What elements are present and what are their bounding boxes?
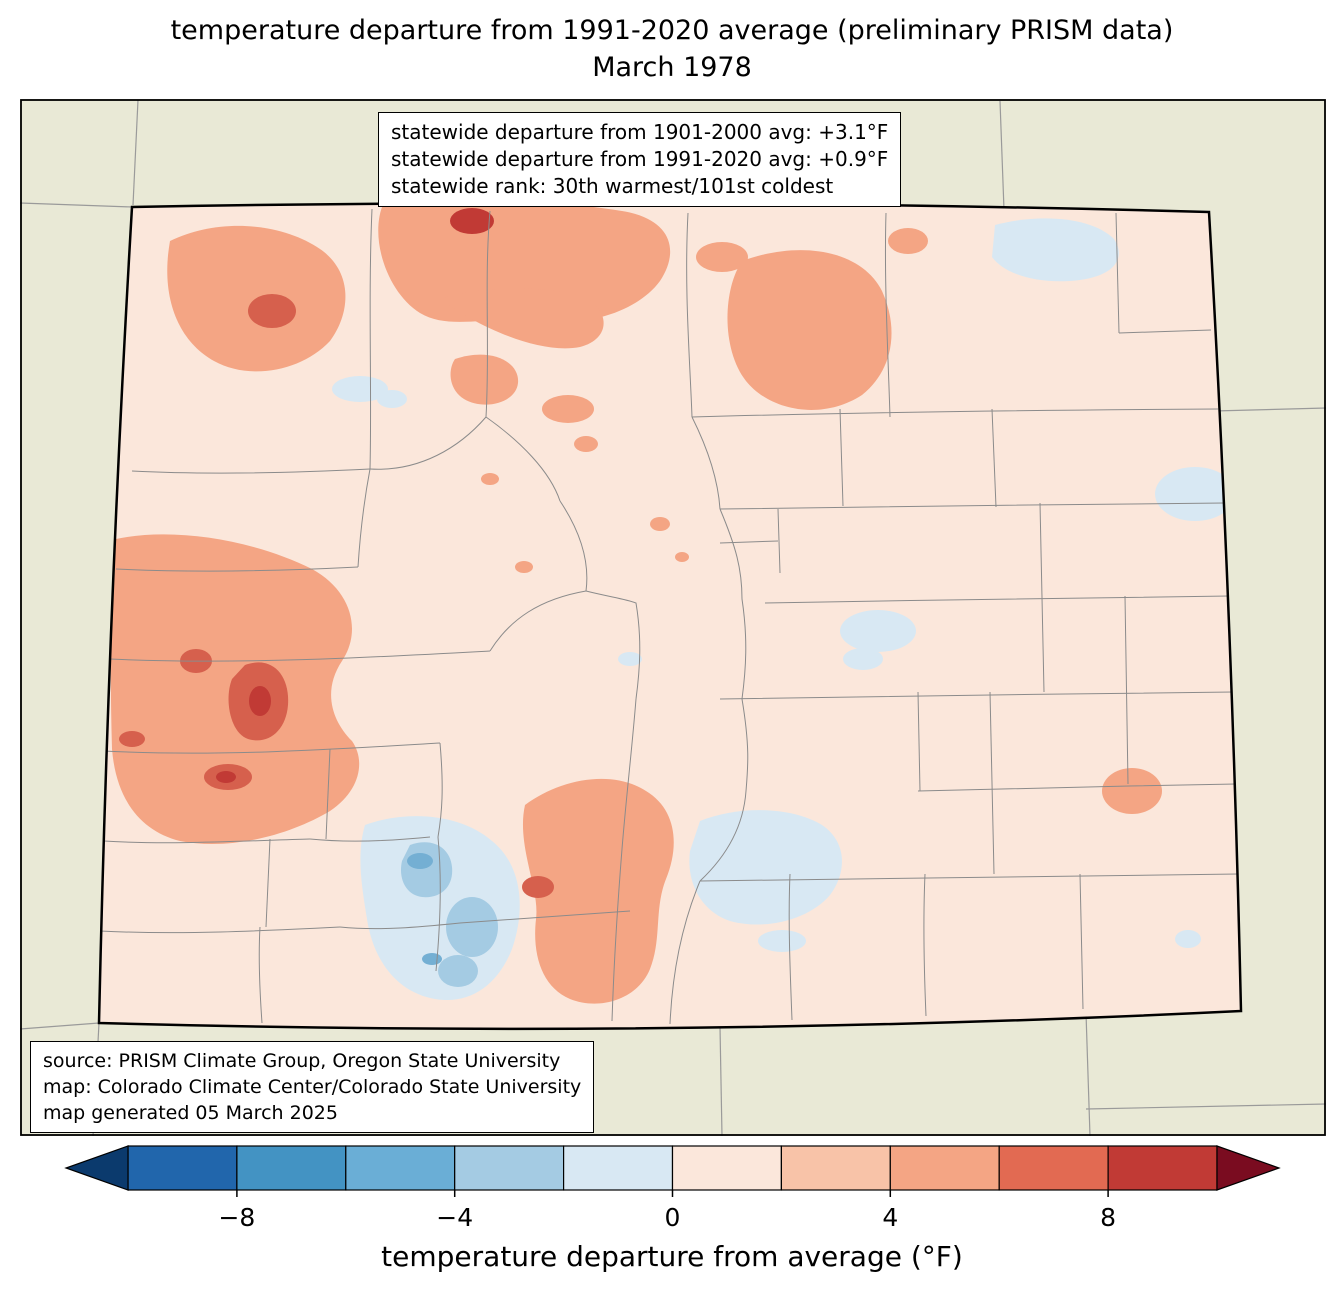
map-frame (20, 99, 1326, 1136)
colorbar-segment (998, 1145, 1109, 1191)
statewide-stats-box: statewide departure from 1901-2000 avg: … (378, 112, 902, 207)
colorbar-tick-label: −4 (436, 1203, 473, 1232)
map-canvas (20, 99, 1326, 1136)
colorbar-segment (671, 1145, 783, 1191)
stats-line-2: statewide departure from 1991-2020 avg: … (391, 147, 889, 171)
page-title: temperature departure from 1991-2020 ave… (0, 12, 1344, 86)
colorbar-under-arrow (64, 1145, 129, 1191)
colorbar-segment (345, 1145, 456, 1191)
source-line-3: map generated 05 March 2025 (43, 1102, 338, 1124)
source-attribution-box: source: PRISM Climate Group, Oregon Stat… (30, 1041, 595, 1133)
colorbar-segment (454, 1145, 565, 1191)
source-line-2: map: Colorado Climate Center/Colorado St… (43, 1076, 582, 1098)
colorbar: −8 −4 0 4 8 (64, 1145, 1281, 1232)
county-boundaries (99, 208, 1240, 1025)
colorbar-segment (1107, 1145, 1218, 1191)
colorado-map: statewide departure from 1901-2000 avg: … (20, 99, 1326, 1136)
colorbar-segment (236, 1145, 347, 1191)
colorbar-tick-label: −8 (218, 1203, 255, 1232)
title-line-1: temperature departure from 1991-2020 ave… (170, 15, 1174, 46)
colorbar-tick-label: 8 (1100, 1203, 1116, 1232)
colorbar-segment (889, 1145, 1000, 1191)
colorbar-label: temperature departure from average (°F) (381, 1240, 963, 1273)
colorbar-over-arrow (1216, 1145, 1281, 1191)
colorbar-tick-label: 4 (882, 1203, 898, 1232)
source-line-1: source: PRISM Climate Group, Oregon Stat… (43, 1050, 561, 1072)
colorbar-tick-label: 0 (665, 1203, 681, 1232)
state-fill-group (99, 203, 1241, 1029)
colorbar-segment (562, 1145, 674, 1191)
stats-line-1: statewide departure from 1901-2000 avg: … (391, 120, 889, 144)
colorbar-segment (780, 1145, 891, 1191)
title-line-2: March 1978 (592, 52, 752, 83)
stats-line-3: statewide rank: 30th warmest/101st colde… (391, 174, 834, 198)
colorbar-segment (127, 1145, 238, 1191)
